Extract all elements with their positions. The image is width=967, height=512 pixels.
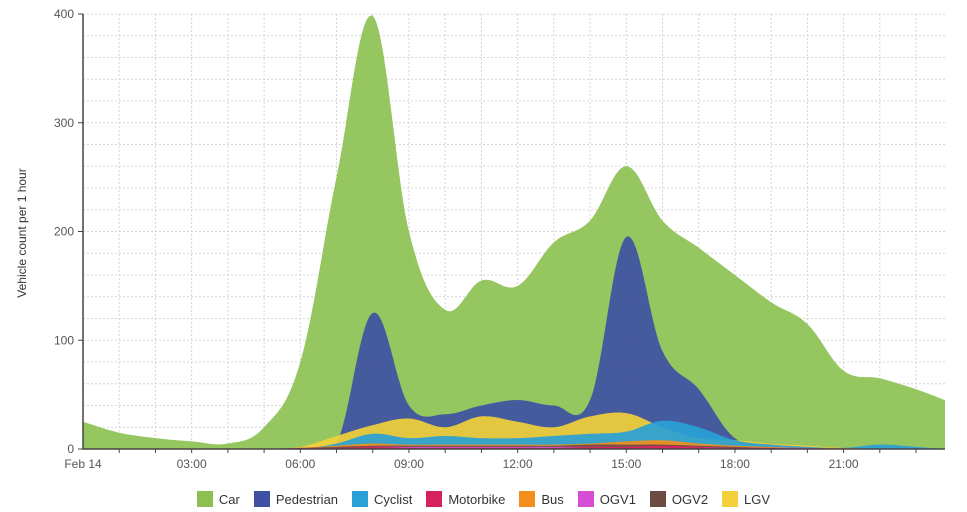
series-area-cyclist: [83, 420, 945, 449]
series-area-lgv: [83, 412, 945, 449]
legend-label: Motorbike: [448, 491, 506, 507]
y-axis-label: Vehicle count per 1 hour: [15, 168, 29, 297]
legend-swatch: [519, 491, 536, 507]
legend-item-motorbike[interactable]: Motorbike: [426, 491, 505, 507]
legend-swatch: [722, 491, 739, 507]
legend-item-ogv1[interactable]: OGV1: [577, 491, 636, 507]
legend-item-bus[interactable]: Bus: [519, 491, 564, 507]
x-tick-label: 06:00: [285, 457, 315, 471]
legend-item-car[interactable]: Car: [196, 491, 240, 507]
legend-label: Cyclist: [374, 491, 413, 507]
y-tick-label: 400: [54, 7, 74, 21]
legend-item-ogv2[interactable]: OGV2: [649, 491, 709, 507]
legend-label: Pedestrian: [275, 491, 339, 507]
x-tick-label: 09:00: [394, 457, 424, 471]
legend-label: OGV2: [671, 491, 709, 507]
x-tick-label: 03:00: [177, 457, 207, 471]
y-tick-label: 100: [54, 333, 74, 347]
legend-swatch: [196, 491, 213, 507]
x-axis-ticks: Feb 14 03:00 06:00 09:00 12:00 15:00 18:00 21:0…: [64, 449, 917, 471]
legend-swatch: [352, 491, 369, 507]
legend-label: LGV: [744, 491, 771, 507]
y-axis-ticks: 0 100 200 300 400: [54, 7, 83, 456]
legend-label: Bus: [541, 491, 564, 507]
area-chart: 0 100 200 300 400 Feb 14 03:00 06:00 09:00 12:00…: [15, 7, 945, 471]
legend-swatch: [577, 491, 594, 507]
x-tick-label: 21:00: [829, 457, 859, 471]
legend-item-cyclist[interactable]: Cyclist: [352, 491, 412, 507]
x-tick-label: 18:00: [720, 457, 750, 471]
x-tick-label: 12:00: [503, 457, 533, 471]
series-area-pedestrian: [83, 236, 945, 449]
legend-swatch: [253, 491, 270, 507]
chart-legend: Car Pedestrian Cyclist Motorbike Bus OGV1 OGV2…: [0, 488, 967, 510]
series-area-car: [83, 15, 945, 449]
legend-label: OGV1: [599, 491, 636, 507]
y-tick-label: 0: [67, 442, 74, 456]
x-tick-label: Feb 14: [64, 457, 102, 471]
series-area-motorbike: [83, 445, 945, 449]
y-tick-label: 300: [54, 116, 74, 130]
legend-label: Car: [218, 491, 240, 507]
legend-item-pedestrian[interactable]: Pedestrian: [253, 491, 339, 507]
legend-item-lgv[interactable]: LGV: [722, 491, 770, 507]
y-tick-label: 200: [54, 225, 74, 239]
legend-swatch: [426, 491, 443, 507]
x-tick-label: 15:00: [611, 457, 641, 471]
legend-swatch: [649, 491, 666, 507]
